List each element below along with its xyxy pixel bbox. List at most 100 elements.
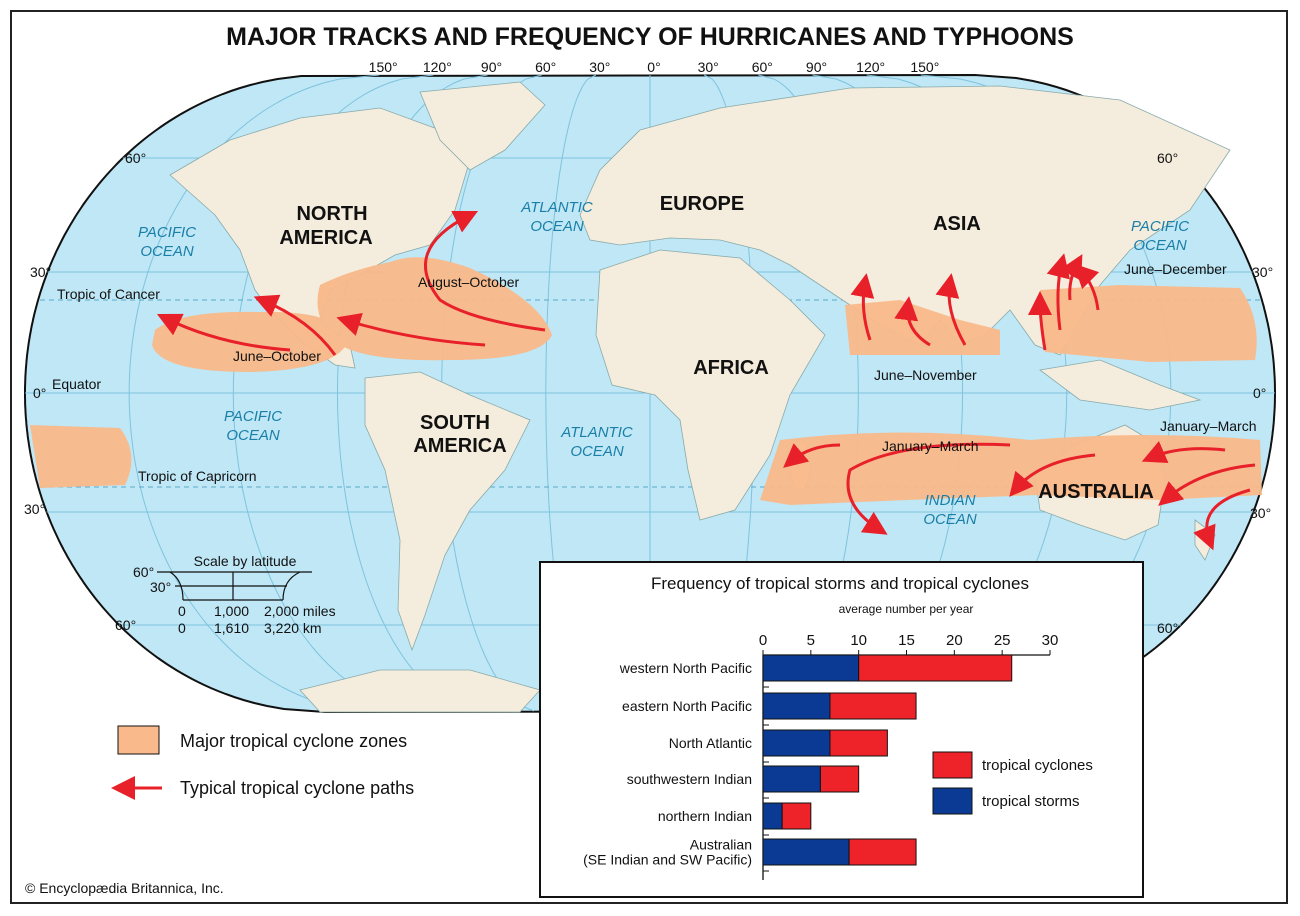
legend-zones-label: Major tropical cyclone zones (180, 731, 407, 751)
path-arrow (1193, 488, 1251, 551)
path-arrow (1141, 441, 1226, 464)
longitude-labels: 150° 120° 90° 60° 30° 0° 30° 60° 90° 120° 150° (369, 59, 940, 75)
label-atlantic-ocean: ATLANTIC (560, 424, 633, 441)
x-tick-label: 25 (994, 632, 1011, 649)
frequency-chart: Frequency of tropical storms and tropica… (539, 561, 1144, 898)
path-arrow (156, 313, 291, 352)
eurasia-land (579, 85, 1231, 356)
zone-swatch (117, 725, 160, 755)
category-label: western North Pacific (619, 660, 752, 676)
lat-label: 0° (1253, 385, 1266, 401)
category-label: Australian (690, 837, 752, 853)
path-arrow (894, 296, 931, 347)
label-pacific-ocean: OCEAN (1133, 237, 1187, 254)
lon-label: 150° (910, 59, 939, 75)
path-arrow (850, 273, 875, 341)
cyclone-zones (30, 257, 1262, 505)
label-atlantic-ocean: ATLANTIC (520, 199, 593, 216)
lon-label: 90° (806, 59, 827, 75)
category-label: eastern North Pacific (622, 698, 752, 714)
zone-east-pacific (152, 311, 350, 372)
greenland-land (419, 81, 546, 171)
bar-tropical-cyclones (829, 692, 917, 720)
label-pacific-ocean: OCEAN (140, 243, 194, 260)
bar-tropical-cyclones (848, 838, 917, 866)
bar-tropical-storms (762, 654, 860, 682)
label-south-america: SOUTH (420, 412, 490, 434)
lat-label: 60° (1157, 150, 1178, 166)
path-arrow (1028, 291, 1053, 351)
scale-lat-30: 30° (150, 579, 171, 595)
legend-label: tropical storms (982, 793, 1080, 810)
label-pacific-ocean: OCEAN (226, 427, 280, 444)
path-arrow (1158, 463, 1256, 506)
lat-label: 30° (24, 501, 45, 517)
legend-paths-label: Typical tropical cyclone paths (180, 778, 414, 798)
south-america-land (364, 371, 531, 652)
category-label: northern Indian (658, 808, 752, 824)
label-pacific-ocean: PACIFIC (1131, 218, 1189, 235)
x-tick-label: 30 (1042, 632, 1059, 649)
season-west-pacific: June–December (1124, 261, 1227, 277)
bar-tropical-storms (762, 802, 783, 830)
label-pacific-ocean: PACIFIC (224, 408, 282, 425)
category-label: (SE Indian and SW Pacific) (583, 852, 752, 868)
lon-label: 0° (647, 59, 660, 75)
bar-tropical-cyclones (829, 729, 888, 757)
path-arrow (424, 210, 546, 332)
lon-label: 120° (856, 59, 885, 75)
label-atlantic-ocean: OCEAN (570, 443, 624, 460)
scale-title: Scale by latitude (194, 553, 297, 569)
bar-tropical-storms (762, 765, 821, 793)
legend-label: tropical cyclones (982, 757, 1093, 774)
season-south-indian: January–March (882, 438, 979, 454)
category-label: North Atlantic (669, 735, 752, 751)
southeast-asia-islands (1039, 359, 1202, 411)
lon-label: 60° (535, 59, 556, 75)
bar-tropical-storms (762, 729, 831, 757)
category-label: southwestern Indian (627, 771, 752, 787)
season-north-indian: June–November (874, 367, 977, 383)
label-equator: Equator (52, 376, 101, 392)
lon-label: 60° (752, 59, 773, 75)
label-africa: AFRICA (693, 357, 769, 379)
label-australia: AUSTRALIA (1038, 481, 1154, 503)
path-arrow (846, 442, 1011, 535)
zone-atlantic (317, 257, 552, 361)
label-north-america: NORTH (296, 203, 367, 225)
chart-title: Frequency of tropical storms and tropica… (651, 574, 1029, 593)
x-tick-label: 15 (898, 632, 915, 649)
x-tick-label: 10 (850, 632, 867, 649)
copyright: © Encyclopædia Britannica, Inc. (25, 880, 224, 896)
bar-tropical-storms (762, 838, 850, 866)
scale-by-latitude (157, 571, 312, 601)
legend-swatch (932, 751, 973, 779)
label-south-america: AMERICA (413, 435, 506, 457)
lon-label: 90° (481, 59, 502, 75)
lon-label: 120° (423, 59, 452, 75)
x-tick-label: 0 (759, 632, 767, 649)
legend-swatch (932, 787, 973, 815)
map-frame (10, 10, 1288, 904)
lat-label: 0° (33, 385, 46, 401)
season-atlantic: August–October (418, 274, 520, 290)
zone-south-pacific-west (30, 425, 132, 488)
label-indian-ocean: INDIAN (925, 492, 976, 509)
lat-label: 30° (1250, 505, 1271, 521)
scale-km-0: 0 (178, 620, 186, 636)
path-arrow (1009, 453, 1096, 497)
lat-label: 60° (125, 150, 146, 166)
zone-west-pacific (1040, 285, 1257, 362)
scale-miles-1000: 1,000 (214, 603, 249, 619)
bar-tropical-cyclones (858, 654, 1013, 682)
scale-lat-60: 60° (133, 564, 154, 580)
scale-km-1610: 1,610 (214, 620, 249, 636)
scale-km-3220: 3,220 km (264, 620, 322, 636)
scale-miles-2000: 2,000 miles (264, 603, 336, 619)
chart-plot: 0 5 10 15 20 25 30 western North Pacific eastern… (583, 632, 1093, 880)
season-east-pacific: June–October (233, 348, 321, 364)
label-tropic-of-capricorn: Tropic of Capricorn (138, 468, 257, 484)
label-pacific-ocean: PACIFIC (138, 224, 196, 241)
x-tick-label: 20 (946, 632, 963, 649)
